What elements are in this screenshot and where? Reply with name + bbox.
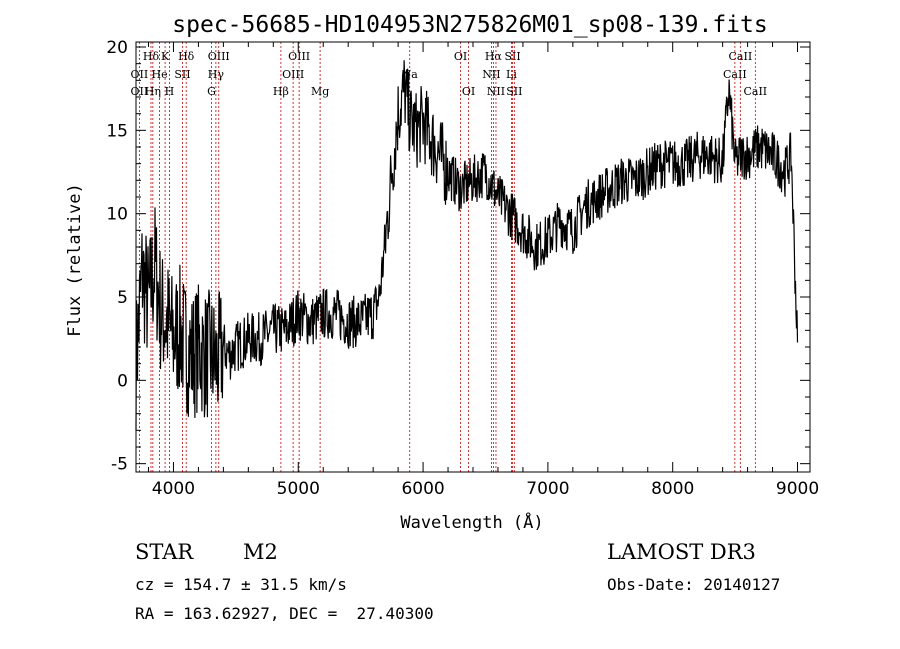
spectral-line-label: OI [462, 85, 475, 98]
y-tick-label: -5 [111, 455, 128, 475]
spectral-line-label: Hγ [208, 68, 225, 81]
spectral-line-label: SII [506, 85, 522, 98]
y-tick-label: 0 [117, 371, 128, 391]
x-tick-label: 5000 [277, 479, 320, 499]
spectral-line-label: Mg [311, 85, 329, 98]
chart-title: spec-56685-HD104953N275826M01_sp08-139.f… [172, 12, 767, 38]
spectral-line-label: CaII [723, 68, 747, 81]
coordinates-readout: RA = 163.62927, DEC = 27.40300 [135, 604, 434, 623]
spectral-line-label: Hα [485, 50, 503, 63]
plot-frame [135, 41, 811, 473]
spectral-line-label: Hδ [143, 50, 160, 63]
spectral-line-label: Hδ [178, 50, 195, 63]
y-tick-label: 15 [106, 121, 128, 141]
survey-name: LAMOST DR3 [607, 540, 756, 564]
object-class: STAR [135, 540, 194, 564]
spectral-line-label: OII [131, 68, 149, 81]
spectral-line-label: OIII [208, 50, 230, 63]
spectral-line-label: H [165, 85, 175, 98]
y-tick-label: 10 [106, 205, 128, 225]
spectral-line-label: G [207, 85, 216, 98]
spectral-line-label: NII [487, 85, 505, 98]
redshift-readout: cz = 154.7 ± 31.5 km/s [135, 575, 347, 594]
spectral-line-label: OI [454, 50, 467, 63]
spectrum-series-line [135, 60, 799, 431]
axis-ticks: 4000 5000 6000 7000 8000 9000 -5 0 5 10 15 20 [106, 38, 819, 499]
x-tick-label: 7000 [526, 479, 569, 499]
y-axis-label: Flux (relative) [65, 183, 85, 337]
spectral-line-label: Li [506, 68, 517, 81]
y-tick-label: 5 [117, 288, 128, 308]
x-tick-label: 6000 [401, 479, 444, 499]
spectral-line-label: Hη [145, 85, 161, 98]
x-tick-label: 4000 [152, 479, 195, 499]
spectral-line-label: K [161, 50, 170, 63]
spectral-line-label: OIII [288, 50, 310, 63]
x-axis-label: Wavelength (Å) [400, 511, 543, 533]
spectral-line-label: SII [174, 68, 190, 81]
spectral-line-label: OII [131, 85, 149, 98]
spectral-line-label: Hβ [273, 85, 289, 98]
spectral-line-label: SII [504, 50, 520, 63]
y-tick-label: 20 [106, 38, 128, 58]
spectral-line-label: OIII [282, 68, 304, 81]
x-tick-label: 9000 [776, 479, 819, 499]
spectral-line-label: NII [482, 68, 500, 81]
spectral-line-label: He [152, 68, 168, 81]
object-subclass: M2 [243, 540, 278, 564]
spectral-line-label: CaII [729, 50, 753, 63]
x-tick-label: 8000 [651, 479, 694, 499]
obs-date-readout: Obs-Date: 20140127 [607, 575, 781, 594]
spectral-line-label: CaII [743, 85, 767, 98]
